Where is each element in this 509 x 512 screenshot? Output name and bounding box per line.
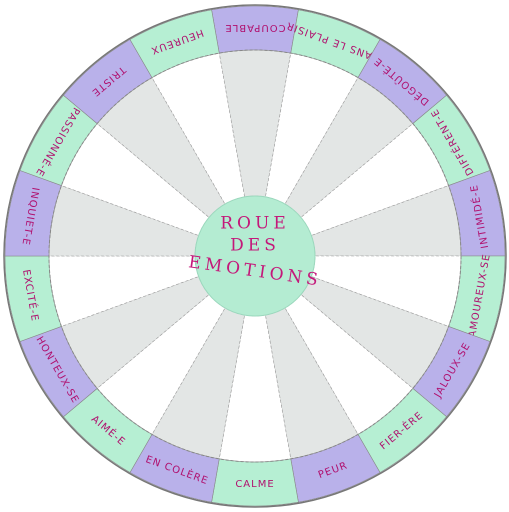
title-line1: ROUE [220,214,289,234]
title-line2: DES [230,236,280,256]
segment-label: COUPABLE [224,22,285,33]
segment-label: CALME [235,479,274,490]
emotion-wheel: COUPABLEDANS LE PLAISIRDÉGOÛTÉ-EDIFFÉREN… [0,0,509,512]
